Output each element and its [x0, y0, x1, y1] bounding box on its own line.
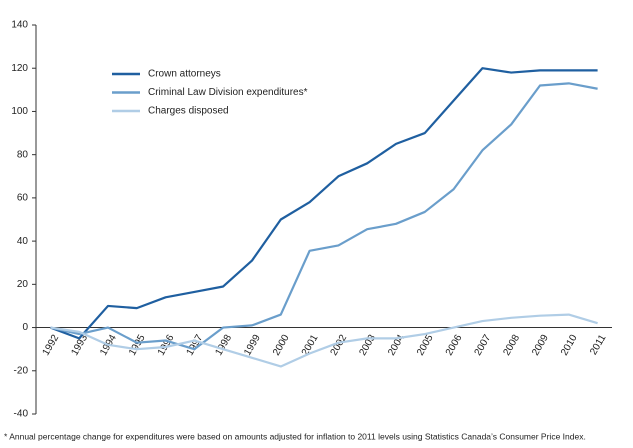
legend-label: Criminal Law Division expenditures*: [148, 87, 308, 98]
y-tick-label: 140: [11, 20, 28, 31]
x-tick-label: 1992: [41, 332, 62, 357]
x-tick-label: 1999: [242, 332, 263, 357]
y-tick-label: -20: [14, 365, 29, 376]
y-tick-label: 20: [17, 279, 29, 290]
footnote: * Annual percentage change for expenditu…: [4, 431, 586, 441]
x-tick-label: 2006: [444, 332, 465, 357]
x-tick-label: 1995: [127, 332, 148, 357]
x-tick-label: 2008: [501, 332, 522, 357]
x-tick-label: 2009: [530, 332, 551, 357]
y-tick-label: 60: [17, 193, 29, 204]
x-tick-label: 2005: [415, 332, 436, 357]
x-tick-label: 2011: [588, 333, 608, 358]
x-tick-label: 2007: [473, 332, 494, 357]
y-tick-label: 80: [17, 149, 29, 160]
series-line: [50, 82, 598, 351]
y-tick-label: 0: [22, 322, 28, 333]
y-tick-label: 100: [11, 106, 28, 117]
series-line: [50, 67, 598, 340]
x-tick-label: 1997: [185, 332, 206, 357]
x-tick-label: 2003: [357, 332, 378, 357]
legend-label: Charges disposed: [148, 106, 229, 117]
y-tick-label: -40: [14, 409, 29, 420]
legend-label: Crown attorneys: [148, 69, 221, 80]
series-line: [50, 313, 598, 368]
y-tick-label: 40: [17, 236, 29, 247]
x-tick-label: 2010: [559, 332, 580, 357]
x-tick-label: 2000: [271, 332, 292, 357]
x-tick-label: 1998: [213, 332, 234, 357]
y-tick-label: 120: [11, 63, 28, 74]
